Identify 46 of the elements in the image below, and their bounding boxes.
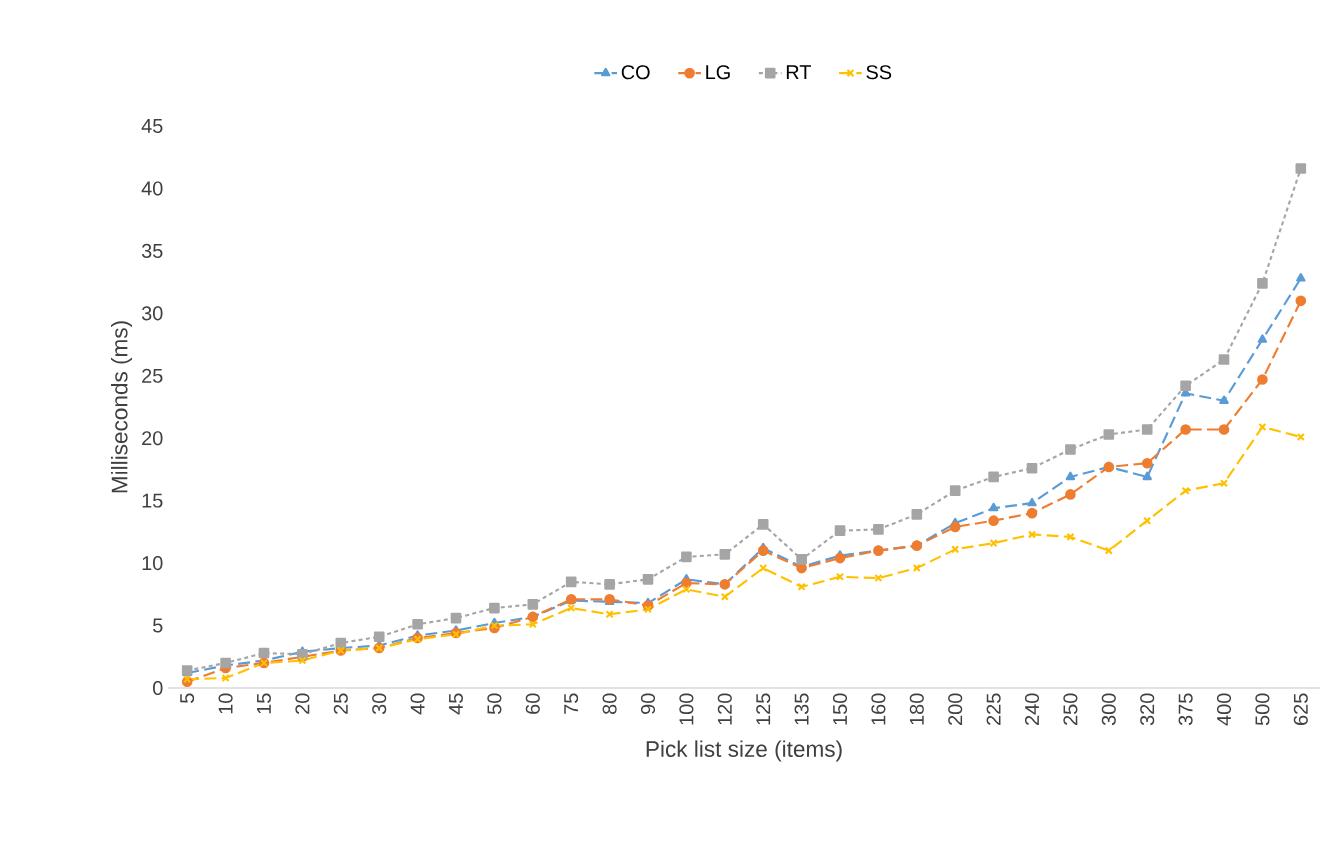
y-tick-label: 0	[153, 680, 163, 696]
x-tick-label: 160	[871, 693, 886, 725]
x-tick-label: 375	[1178, 693, 1193, 726]
x-tick-label: 25	[333, 693, 348, 714]
x-tick-label: 50	[487, 693, 502, 715]
x-tick-label: 120	[717, 693, 732, 725]
y-tick-label: 30	[141, 306, 163, 321]
x-tick-label: 15	[257, 693, 271, 714]
y-tick-label: 20	[142, 431, 163, 446]
y-tick-label: 15	[142, 493, 163, 508]
y-tick-label: 45	[141, 119, 163, 133]
x-tick-label: 80	[602, 693, 617, 714]
x-tick-label: 250	[1063, 693, 1078, 725]
x-tick-label: 180	[909, 693, 924, 725]
x-tick-label: 320	[1140, 693, 1155, 726]
x-tick-label: 60	[525, 693, 540, 714]
x-tick-label: 400	[1216, 693, 1232, 726]
x-tick-label: 500	[1255, 693, 1270, 726]
x-tick-label: 40	[410, 693, 425, 715]
y-tick-label: 25	[142, 368, 163, 383]
x-tick-label: 135	[794, 693, 809, 725]
legend-label: RT	[786, 65, 811, 79]
legend-label: CO	[621, 65, 650, 80]
x-tick-label: 20	[295, 693, 310, 714]
x-tick-label: 300	[1101, 693, 1116, 726]
x-tick-label: 100	[679, 693, 694, 725]
x-tick-label: 150	[832, 693, 848, 725]
x-tick-label: 90	[640, 693, 656, 714]
legend-label: SS	[866, 65, 892, 80]
x-tick-label: 45	[449, 693, 463, 715]
x-tick-label: 125	[756, 693, 771, 725]
x-tick-label: 200	[948, 693, 963, 725]
x-tick-label: 10	[218, 693, 233, 714]
y-tick-label: 5	[153, 618, 163, 633]
x-tick-label: 5	[180, 693, 195, 703]
y-tick-label: 40	[141, 181, 163, 196]
x-axis-title: Pick list size (items)	[646, 740, 842, 762]
x-tick-label: 75	[564, 693, 579, 714]
y-axis-title: Milliseconds (ms)	[110, 321, 133, 493]
x-tick-label: 625	[1293, 693, 1308, 725]
x-tick-label: 225	[986, 693, 1001, 725]
legend-label: LG	[706, 65, 730, 80]
x-tick-label: 240	[1024, 693, 1040, 725]
y-tick-label: 35	[141, 243, 163, 258]
x-tick-label: 30	[372, 693, 387, 715]
y-tick-label: 10	[142, 556, 163, 571]
